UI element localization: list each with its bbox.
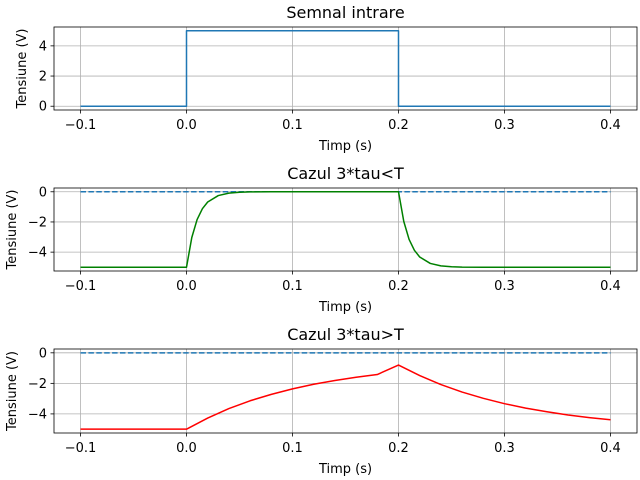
x-tick-label: 0.4 — [600, 441, 621, 456]
plot-frame — [53, 187, 638, 272]
plot-frame — [53, 26, 638, 111]
y-tick-label: −4 — [28, 246, 47, 261]
y-tick-label: 0 — [39, 346, 47, 361]
y-axis-label: Tensiune (V) — [5, 190, 20, 271]
x-tick-label: −0.1 — [65, 441, 97, 456]
series-line-2 — [80, 364, 611, 430]
x-axis-label: Timp (s) — [318, 462, 372, 477]
x-axis-label: Timp (s) — [318, 300, 372, 315]
y-tick-label: −4 — [28, 407, 47, 422]
plot-frame — [53, 348, 638, 434]
x-tick-label: 0.1 — [282, 118, 303, 133]
x-tick-label: 0.3 — [494, 441, 515, 456]
x-tick-label: 0.0 — [176, 441, 197, 456]
x-tick-label: 0.2 — [388, 279, 409, 294]
x-tick-label: 0.1 — [282, 279, 303, 294]
y-tick-label: 0 — [39, 100, 47, 115]
x-tick-label: 0.0 — [176, 118, 197, 133]
panel-2: −0.1 0.0 0.1 0.2 0.3 0.4 −4 −2 0 Cazul 3*tau<T Tim… — [5, 164, 638, 315]
x-tick-label: 0.2 — [388, 441, 409, 456]
chart-title: Cazul 3*tau<T — [287, 164, 404, 183]
x-tick-label: −0.1 — [65, 279, 97, 294]
x-tick-label: 0.2 — [388, 118, 409, 133]
y-tick-label: 4 — [39, 39, 47, 54]
y-tick-label: −2 — [28, 215, 47, 230]
y-tick-label: 2 — [39, 70, 47, 85]
x-tick-label: 0.3 — [494, 118, 515, 133]
x-tick-label: 0.3 — [494, 279, 515, 294]
y-axis-label: Tensiune (V) — [15, 29, 30, 110]
chart-title: Semnal intrare — [286, 3, 404, 22]
y-tick-label: 0 — [39, 185, 47, 200]
panel-1: −0.1 0.0 0.1 0.2 0.3 0.4 0 2 4 Semnal intrare Timp… — [15, 3, 638, 154]
y-axis-label: Tensiune (V) — [5, 351, 20, 432]
chart-title: Cazul 3*tau>T — [287, 325, 404, 344]
x-tick-label: 0.1 — [282, 441, 303, 456]
x-tick-label: 0.4 — [600, 118, 621, 133]
y-tick-label: −2 — [28, 377, 47, 392]
panel-3: −0.1 0.0 0.1 0.2 0.3 0.4 −4 −2 0 Cazul 3*tau>T Tim… — [5, 325, 638, 477]
x-tick-label: 0.0 — [176, 279, 197, 294]
x-tick-label: −0.1 — [65, 118, 97, 133]
series-line-1 — [80, 30, 611, 107]
series-line-2 — [80, 191, 611, 268]
x-axis-label: Timp (s) — [318, 139, 372, 154]
x-tick-label: 0.4 — [600, 279, 621, 294]
